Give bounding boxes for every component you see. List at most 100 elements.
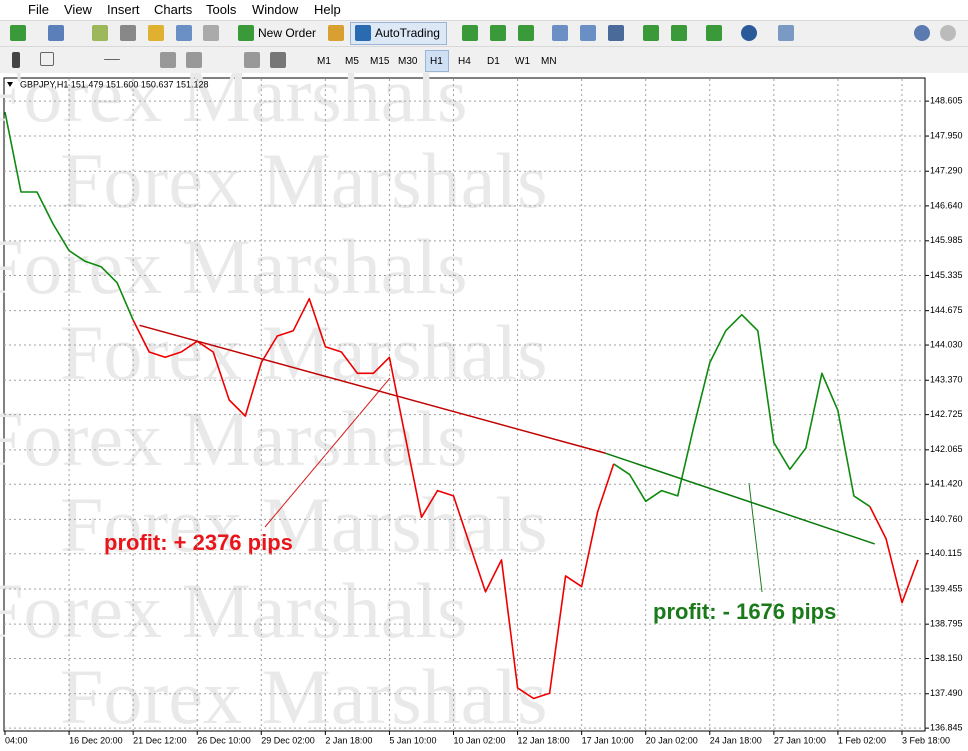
timeframe-button[interactable]: H1 (430, 56, 443, 67)
icon[interactable] (462, 25, 478, 41)
timeframe-button[interactable]: D1 (487, 56, 500, 67)
icon[interactable] (741, 25, 757, 41)
plot-frame (3, 77, 926, 732)
y-tick-label: 138.795 (930, 619, 963, 629)
auto-trading-button[interactable]: AutoTrading (375, 26, 440, 40)
icon[interactable] (552, 25, 568, 41)
icon[interactable] (238, 25, 254, 41)
timeframe-button[interactable]: W1 (515, 56, 530, 67)
icon[interactable] (10, 25, 26, 41)
icon[interactable] (914, 25, 930, 41)
icon[interactable] (104, 59, 120, 60)
y-tick-label: 144.030 (930, 339, 963, 349)
icon[interactable] (608, 25, 624, 41)
timeframe-button[interactable]: M30 (398, 56, 418, 67)
watermark: Forex Marshals (0, 395, 467, 482)
x-tick-label: 2 Jan 18:00 (325, 735, 372, 745)
y-tick-label: 145.985 (930, 235, 963, 245)
icon[interactable] (671, 25, 687, 41)
trend-line (139, 324, 606, 455)
annotation: profit: + 2376 pips (104, 530, 293, 555)
icon[interactable] (48, 25, 64, 41)
icon[interactable] (706, 25, 722, 41)
trend-line (605, 452, 875, 545)
icon[interactable] (643, 25, 659, 41)
timeframe-button[interactable]: M15 (370, 56, 390, 67)
icon[interactable] (176, 25, 192, 41)
price-line (132, 297, 919, 700)
annotation-pointer (748, 482, 763, 593)
icon[interactable] (270, 52, 286, 68)
icon[interactable] (518, 25, 534, 41)
icon[interactable] (203, 25, 219, 41)
menu-item[interactable]: Help (314, 2, 341, 17)
x-tick-label: 04:00 (5, 735, 28, 745)
x-tick-label: 1 Feb 02:00 (838, 735, 886, 745)
icon[interactable] (490, 25, 506, 41)
watermark: Forex Marshals (0, 567, 467, 654)
new-order-button[interactable]: New Order (258, 26, 317, 40)
icon[interactable] (328, 25, 344, 41)
y-tick-label: 136.845 (930, 723, 963, 733)
x-tick-label: 16 Dec 20:00 (69, 735, 123, 745)
x-tick-label: 12 Jan 18:00 (518, 735, 570, 745)
icon[interactable] (940, 25, 956, 41)
x-tick-label: 17 Jan 10:00 (582, 735, 634, 745)
timeframe-button[interactable]: H4 (458, 56, 471, 67)
icon[interactable] (244, 52, 260, 68)
x-tick-label: 3 Feb 18:00 (902, 735, 950, 745)
menu-item[interactable]: Insert (107, 2, 140, 17)
y-tick-label: 143.370 (930, 375, 963, 385)
y-tick-label: 139.455 (930, 583, 963, 593)
icon[interactable] (186, 52, 202, 68)
menu-item[interactable]: Charts (154, 2, 193, 17)
y-tick-label: 146.640 (930, 200, 963, 210)
watermark: Forex Marshals (60, 653, 547, 740)
icon[interactable] (12, 52, 20, 68)
toolbar: M1 M5 M15 M30 H1 H4 D1 W1 MN (0, 46, 968, 72)
menu-item[interactable]: Window (252, 2, 299, 17)
icon[interactable] (92, 25, 108, 41)
y-tick-label: 140.115 (930, 548, 962, 558)
auto-trading-frame[interactable] (350, 22, 447, 45)
annotation: profit: - 1676 pips (653, 599, 836, 624)
chart-title: GBPJPY,H1 151.479 151.600 150.637 151.12… (20, 79, 209, 89)
icon[interactable] (580, 25, 596, 41)
title-arrow (7, 82, 13, 87)
timeframe-button[interactable]: M1 (317, 56, 331, 67)
menu-item[interactable]: File (28, 2, 49, 17)
x-tick-label: 5 Jan 10:00 (389, 735, 436, 745)
x-tick-label: 20 Jan 02:00 (646, 735, 698, 745)
active-timeframe (425, 50, 449, 72)
x-tick-label: 21 Dec 12:00 (133, 735, 187, 745)
icon[interactable] (40, 52, 54, 66)
menu-item[interactable]: View (64, 2, 92, 17)
timeframe-button[interactable]: MN (541, 56, 557, 67)
x-tick-label: 27 Jan 10:00 (774, 735, 826, 745)
x-tick-label: 29 Dec 02:00 (261, 735, 315, 745)
toolbar: New Order AutoTrading (0, 20, 968, 45)
icon[interactable] (160, 52, 176, 68)
y-tick-label: 142.725 (930, 409, 963, 419)
y-tick-label: 148.605 (930, 96, 963, 106)
y-tick-label: 137.490 (930, 688, 963, 698)
x-tick-label: 26 Dec 10:00 (197, 735, 251, 745)
menu-bar: File View Insert Charts Tools Window Help (0, 0, 968, 20)
y-tick-label: 145.335 (930, 270, 963, 280)
icon[interactable] (355, 25, 371, 41)
watermark: Forex Marshals (60, 309, 547, 396)
menu-item[interactable]: Tools (206, 2, 237, 17)
price-line (4, 111, 871, 508)
y-tick-label: 141.420 (930, 479, 963, 489)
y-tick-label: 147.950 (930, 130, 963, 140)
watermark: Forex Marshals (0, 223, 467, 310)
icon[interactable] (778, 25, 794, 41)
timeframe-button[interactable]: M5 (345, 56, 359, 67)
y-tick-label: 138.150 (930, 653, 963, 663)
icon[interactable] (120, 25, 136, 41)
icon[interactable] (148, 25, 164, 41)
x-tick-label: 24 Jan 18:00 (710, 735, 762, 745)
